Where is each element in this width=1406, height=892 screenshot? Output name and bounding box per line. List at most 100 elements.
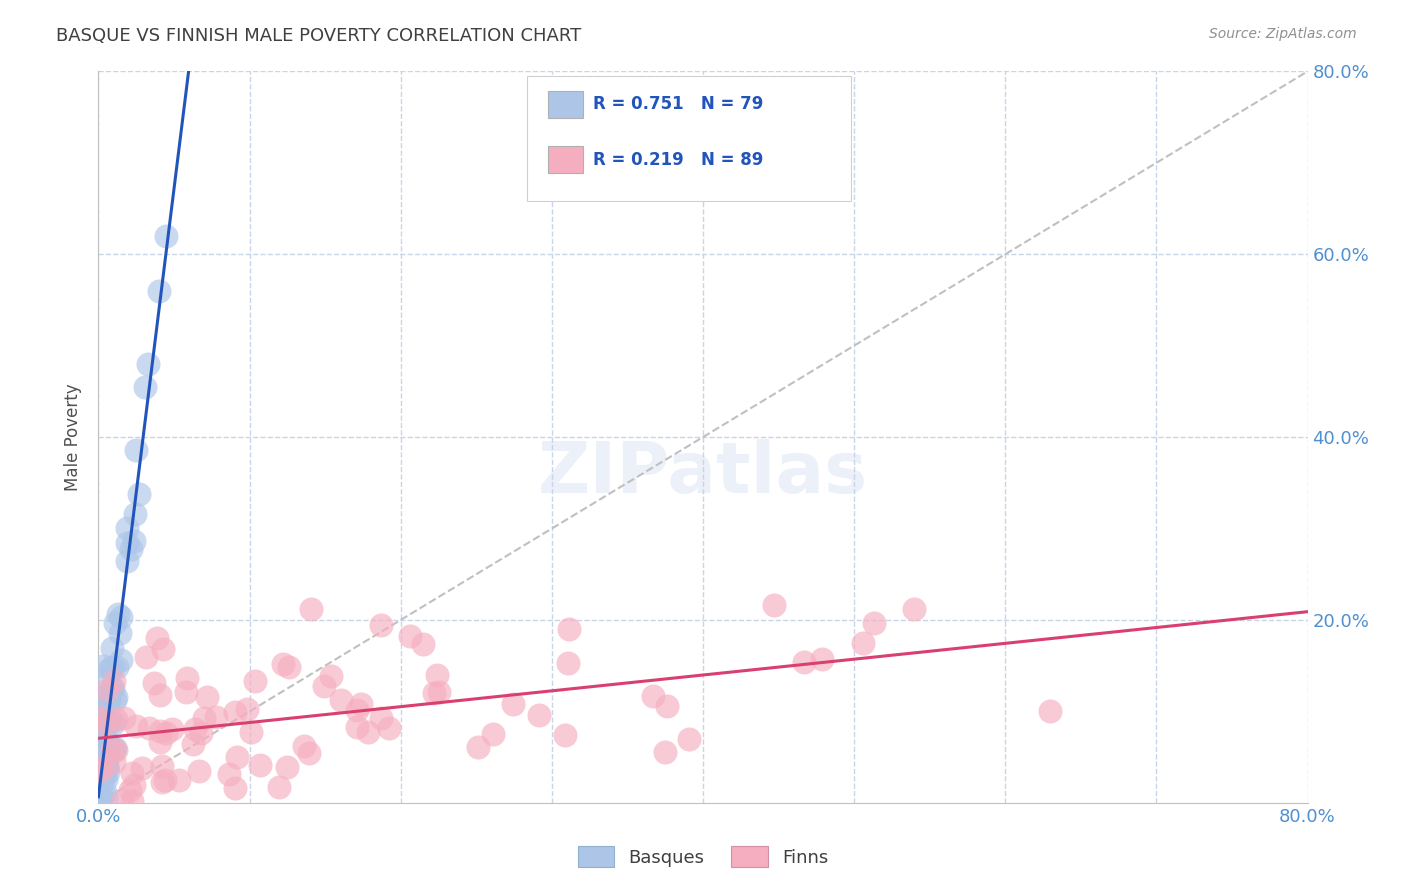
Point — [96, 713, 118, 727]
Point — [120, 541, 142, 556]
Point — [94, 717, 117, 731]
Point — [398, 628, 420, 642]
Point — [107, 607, 129, 621]
Point — [224, 705, 246, 719]
Point — [481, 727, 503, 741]
Point — [350, 698, 373, 712]
Point — [128, 487, 150, 501]
Point — [145, 631, 167, 645]
Point — [811, 652, 834, 666]
Point — [111, 794, 134, 808]
Point — [160, 722, 183, 736]
Point — [96, 791, 118, 805]
Point — [97, 691, 120, 706]
Point — [110, 626, 132, 640]
Point — [793, 655, 815, 669]
Point — [89, 782, 111, 797]
Point — [96, 772, 118, 787]
Point — [90, 757, 112, 772]
Point — [150, 775, 173, 789]
Point — [90, 730, 112, 744]
Point — [150, 758, 173, 772]
Point — [96, 742, 118, 756]
Point — [654, 745, 676, 759]
Point — [1039, 704, 1062, 718]
Point — [529, 708, 551, 723]
Point — [94, 785, 117, 799]
Point — [174, 684, 197, 698]
Point — [93, 768, 115, 782]
Point — [93, 760, 115, 774]
Point — [110, 653, 132, 667]
Point — [346, 703, 368, 717]
Point — [184, 722, 207, 736]
Point — [329, 693, 352, 707]
Point — [93, 723, 115, 737]
Point — [94, 731, 117, 746]
Point — [94, 753, 117, 767]
Point — [423, 686, 446, 700]
Point — [149, 724, 172, 739]
Point — [205, 710, 228, 724]
Point — [370, 711, 392, 725]
Point — [312, 679, 335, 693]
Point — [224, 781, 246, 796]
Point — [122, 778, 145, 792]
Point — [96, 760, 118, 774]
Point — [149, 688, 172, 702]
Point — [89, 732, 111, 747]
Point — [195, 690, 218, 705]
Point — [103, 755, 125, 769]
Point — [112, 711, 135, 725]
Point — [91, 708, 114, 723]
Point — [97, 694, 120, 708]
Point — [678, 731, 700, 746]
Text: Source: ZipAtlas.com: Source: ZipAtlas.com — [1209, 27, 1357, 41]
Point — [94, 717, 117, 731]
Point — [188, 764, 211, 778]
Point — [176, 671, 198, 685]
Point — [370, 617, 392, 632]
Point — [93, 762, 115, 776]
Point — [93, 770, 115, 784]
Point — [271, 657, 294, 672]
Point — [104, 712, 127, 726]
Point — [89, 760, 111, 774]
Y-axis label: Male Poverty: Male Poverty — [65, 384, 83, 491]
Point — [655, 698, 678, 713]
Point — [467, 739, 489, 754]
Point — [299, 601, 322, 615]
Point — [104, 693, 127, 707]
Point — [94, 732, 117, 747]
Point — [117, 521, 139, 535]
Point — [117, 554, 139, 568]
Point — [148, 735, 170, 749]
Point — [90, 732, 112, 747]
Point — [155, 726, 177, 740]
Point — [357, 724, 380, 739]
Point — [134, 380, 156, 394]
Point — [100, 714, 122, 729]
Point — [143, 676, 166, 690]
Point — [94, 690, 117, 704]
Point — [226, 750, 249, 764]
Point — [278, 660, 301, 674]
Text: ZIPatlas: ZIPatlas — [538, 439, 868, 508]
Point — [167, 772, 190, 787]
Point — [155, 229, 177, 244]
Point — [558, 622, 581, 636]
Point — [96, 715, 118, 730]
Point — [115, 535, 138, 549]
Point — [96, 760, 118, 774]
Point — [124, 508, 146, 522]
Point — [103, 743, 125, 757]
Point — [557, 657, 579, 671]
Point — [153, 772, 176, 787]
Point — [94, 714, 117, 728]
Point — [101, 641, 124, 656]
Point — [377, 721, 399, 735]
Point — [96, 682, 118, 697]
Point — [101, 681, 124, 695]
Point — [110, 610, 132, 624]
Point — [122, 533, 145, 548]
